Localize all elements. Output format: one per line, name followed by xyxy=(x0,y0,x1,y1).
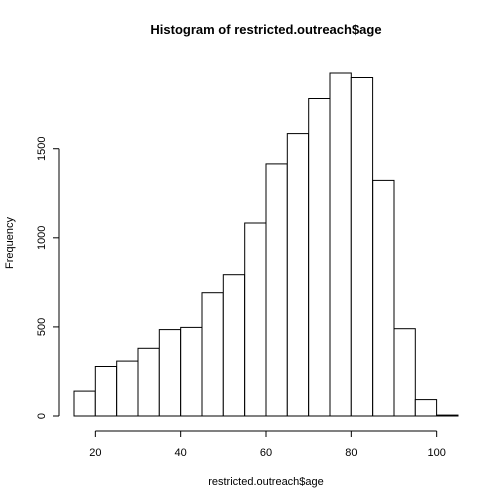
histogram-bar xyxy=(350,77,374,417)
histogram-bar xyxy=(244,222,267,417)
x-tick-label: 20 xyxy=(89,447,101,459)
x-tick-label: 100 xyxy=(427,447,445,459)
histogram-bar xyxy=(180,326,203,417)
histogram-bar xyxy=(265,163,288,417)
histogram-bar xyxy=(329,72,352,417)
x-tick-label: 40 xyxy=(175,447,187,459)
y-axis: 0 500 1000 1500 xyxy=(36,136,60,419)
y-axis-label: Frequency xyxy=(4,217,16,269)
histogram-bar xyxy=(158,329,182,417)
histogram-bar xyxy=(308,98,331,417)
bars-group xyxy=(73,72,459,417)
y-tick-label: 1500 xyxy=(36,136,48,160)
x-axis-label: restricted.outreach$age xyxy=(208,476,324,488)
x-axis: 20 40 60 80 100 xyxy=(89,430,446,459)
x-tick-label: 80 xyxy=(345,447,357,459)
histogram-bar xyxy=(286,133,310,417)
x-tick-label: 60 xyxy=(260,447,272,459)
histogram-bar xyxy=(73,390,96,417)
y-tick-label: 0 xyxy=(36,413,48,419)
y-tick-label: 1000 xyxy=(36,226,48,250)
histogram-bar xyxy=(94,366,118,417)
histogram-bar xyxy=(116,360,139,417)
histogram-bar xyxy=(414,399,438,417)
histogram-bar xyxy=(222,274,246,417)
histogram-bar xyxy=(372,179,395,417)
histogram-bar xyxy=(436,414,459,417)
histogram-bar xyxy=(201,292,224,417)
chart-title: Histogram of restricted.outreach$age xyxy=(150,22,381,37)
histogram-bar xyxy=(393,328,416,417)
histogram-bar xyxy=(137,347,160,417)
y-tick-label: 500 xyxy=(36,318,48,336)
